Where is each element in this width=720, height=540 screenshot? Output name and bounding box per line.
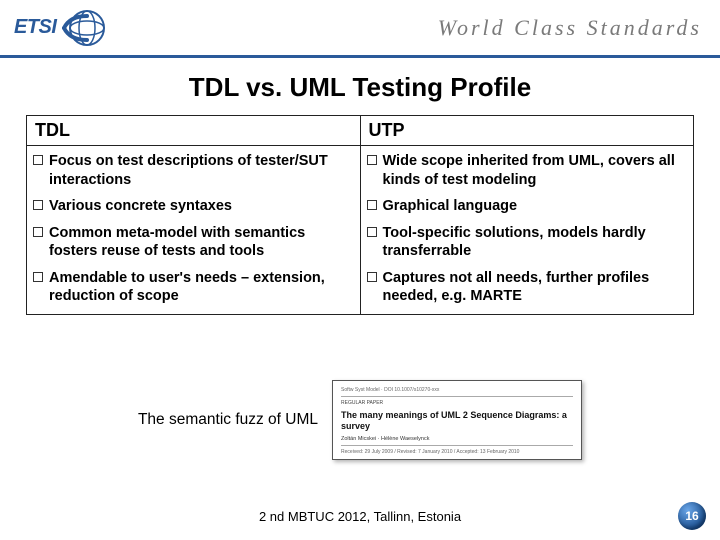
page-title: TDL vs. UML Testing Profile: [0, 72, 720, 103]
table-body: Focus on test descriptions of tester/SUT…: [27, 146, 693, 314]
list-item: Captures not all needs, further profiles…: [367, 269, 688, 306]
divider: [341, 396, 573, 397]
header-bar: ETSI World Class Standards: [0, 0, 720, 58]
paper-title: The many meanings of UML 2 Sequence Diag…: [341, 410, 573, 432]
bullet-square-icon: [367, 200, 377, 210]
bullet-square-icon: [33, 200, 43, 210]
list-item: Common meta-model with semantics fosters…: [33, 224, 354, 261]
right-column: Wide scope inherited from UML, covers al…: [361, 146, 694, 314]
item-text: Captures not all needs, further profiles…: [383, 269, 688, 306]
column-header-left: TDL: [27, 116, 361, 145]
paper-meta: Softw Syst Model · DOI 10.1007/s10270-xx…: [341, 387, 573, 393]
bullet-square-icon: [367, 155, 377, 165]
list-item: Various concrete syntaxes: [33, 197, 354, 216]
paper-authors: Zoltán Micskei · Hélène Waeselynck: [341, 436, 573, 443]
logo: ETSI: [14, 8, 108, 48]
item-text: Graphical language: [383, 197, 518, 216]
page-number: 16: [685, 509, 698, 523]
item-text: Various concrete syntaxes: [49, 197, 232, 216]
list-item: Amendable to user's needs – extension, r…: [33, 269, 354, 306]
bullet-square-icon: [33, 227, 43, 237]
paper-tag: REGULAR PAPER: [341, 400, 573, 406]
tagline: World Class Standards: [438, 15, 702, 41]
paper-clip: Softw Syst Model · DOI 10.1007/s10270-xx…: [332, 380, 582, 460]
fuzz-caption: The semantic fuzz of UML: [138, 411, 318, 429]
column-header-right: UTP: [361, 116, 694, 145]
fuzz-section: The semantic fuzz of UML Softw Syst Mode…: [0, 380, 720, 460]
divider: [341, 445, 573, 446]
list-item: Tool-specific solutions, models hardly t…: [367, 224, 688, 261]
comparison-table: TDL UTP Focus on test descriptions of te…: [26, 115, 694, 315]
left-column: Focus on test descriptions of tester/SUT…: [27, 146, 361, 314]
bullet-square-icon: [367, 272, 377, 282]
bullet-square-icon: [33, 155, 43, 165]
paper-dates: Received: 29 July 2009 / Revised: 7 Janu…: [341, 449, 573, 455]
logo-text: ETSI: [14, 16, 56, 39]
item-text: Wide scope inherited from UML, covers al…: [383, 152, 688, 189]
item-text: Tool-specific solutions, models hardly t…: [383, 224, 688, 261]
list-item: Graphical language: [367, 197, 688, 216]
list-item: Focus on test descriptions of tester/SUT…: [33, 152, 354, 189]
footer: 2 nd MBTUC 2012, Tallinn, Estonia: [0, 508, 720, 526]
table-header-row: TDL UTP: [27, 116, 693, 146]
bullet-square-icon: [33, 272, 43, 282]
list-item: Wide scope inherited from UML, covers al…: [367, 152, 688, 189]
bullet-square-icon: [367, 227, 377, 237]
item-text: Amendable to user's needs – extension, r…: [49, 269, 354, 306]
page-number-badge: 16: [678, 502, 706, 530]
footer-text: 2 nd MBTUC 2012, Tallinn, Estonia: [259, 509, 461, 524]
globe-icon: [62, 8, 108, 48]
item-text: Focus on test descriptions of tester/SUT…: [49, 152, 354, 189]
item-text: Common meta-model with semantics fosters…: [49, 224, 354, 261]
